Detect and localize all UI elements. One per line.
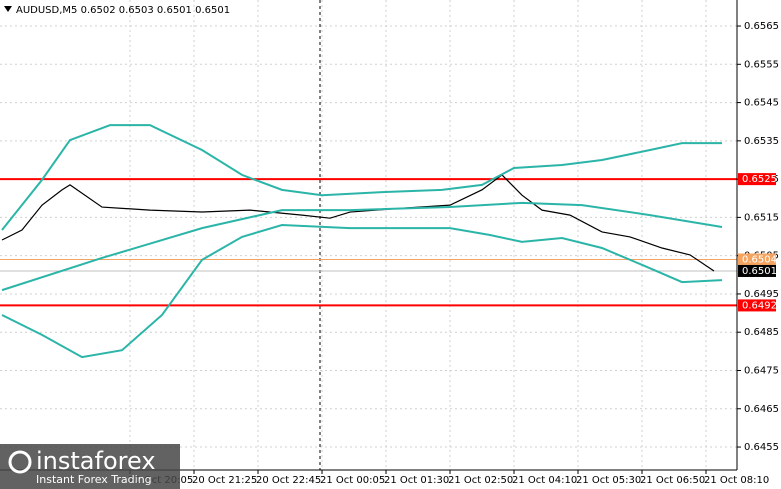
- band-line: [1, 124, 722, 231]
- x-tick-label: 20 Oct 22:45: [256, 475, 321, 486]
- x-tick-label: 21 Oct 08:10: [704, 475, 769, 486]
- grid: [0, 0, 737, 470]
- logo-tagline: Instant Forex Trading: [36, 473, 152, 486]
- logo-icon: [8, 450, 32, 474]
- x-tick-label: 20 Oct 21:25: [192, 475, 257, 486]
- level-box: [738, 264, 776, 277]
- y-tick-label: 0.6485: [744, 327, 779, 338]
- band-line: [1, 201, 723, 292]
- level-label: 0.6525: [742, 174, 777, 185]
- y-tick-label: 0.6495: [744, 289, 779, 300]
- level-label: 0.6501: [742, 266, 777, 277]
- y-tick-label: 0.6455: [744, 442, 779, 453]
- x-tick-label: 21 Oct 01:30: [384, 475, 449, 486]
- level-box: [738, 253, 776, 266]
- y-tick-label: 0.6535: [744, 136, 779, 147]
- x-tick-label: 21 Oct 02:50: [448, 475, 513, 486]
- x-tick-label: 21 Oct 06:50: [640, 475, 705, 486]
- y-tick-label: 0.6565: [744, 21, 779, 32]
- y-tick-label: 0.6475: [744, 365, 779, 376]
- level-box: [738, 299, 776, 312]
- y-tick-label: 0.6465: [744, 404, 779, 415]
- y-tick-label: 0.6545: [744, 98, 779, 109]
- level-label: 0.6492: [742, 300, 777, 311]
- x-tick-label: 21 Oct 00:05: [320, 475, 385, 486]
- band-line: [1, 224, 723, 359]
- y-tick-label: 0.6515: [744, 212, 779, 223]
- y-tick-label: 0.6555: [744, 59, 779, 70]
- plot: [0, 124, 737, 359]
- x-tick-label: 21 Oct 05:30: [576, 475, 641, 486]
- chart-title: AUDUSD,M5 0.6502 0.6503 0.6501 0.6501: [16, 5, 230, 16]
- logo-name: instaforex: [36, 447, 156, 475]
- level-box: [738, 173, 776, 186]
- x-tick-label: 21 Oct 04:10: [512, 475, 577, 486]
- level-label: 0.6504: [742, 254, 777, 265]
- title-icon: [4, 6, 12, 12]
- logo: instaforex Instant Forex Trading: [0, 444, 180, 489]
